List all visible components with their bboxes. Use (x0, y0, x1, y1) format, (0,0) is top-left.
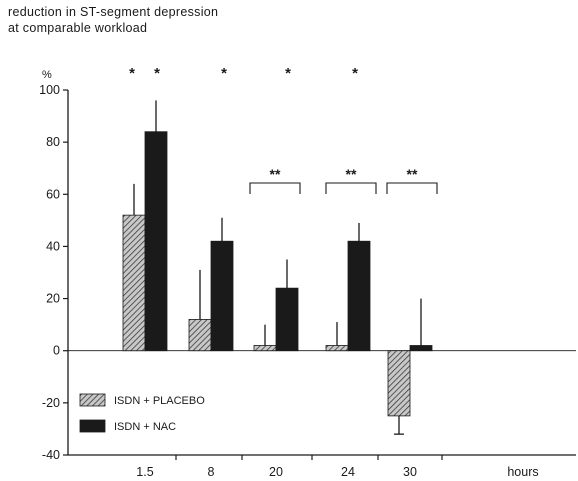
significance-star: * (221, 65, 227, 82)
bar (387, 350, 411, 417)
x-axis-label: hours (507, 465, 538, 479)
bar (144, 131, 168, 352)
bar (210, 240, 234, 352)
axes: -40 -20 0 20 40 60 80 100% 1.5 8 20 24 30 hours (39, 69, 576, 479)
y-tick-label: 40 (46, 239, 60, 253)
x-tick-label: 20 (269, 465, 283, 479)
y-tick-label: 100 (39, 83, 60, 97)
bar (188, 319, 212, 352)
chart-title-line-2: at comparable workload (8, 21, 148, 35)
legend: ISDN + PLACEBO ISDN + NAC (79, 393, 205, 433)
significance-double-star: ** (407, 166, 418, 182)
y-tick-label: -40 (42, 448, 60, 462)
bar (409, 345, 433, 352)
bar (347, 240, 371, 352)
legend-swatch (79, 393, 106, 407)
chart-title-line-1: reduction in ST-segment depression (8, 5, 219, 19)
significance-star: * (285, 65, 291, 82)
bar (275, 287, 299, 352)
y-tick-label: 60 (46, 187, 60, 201)
significance-double-star: ** (270, 166, 281, 182)
significance-annotations: * * * * *** ** ** (129, 65, 438, 194)
y-tick-label: 80 (46, 135, 60, 149)
legend-swatch (79, 419, 106, 433)
significance-star: * (129, 65, 135, 82)
significance-bracket (249, 182, 301, 194)
y-axis-label: % (42, 69, 52, 81)
significance-double-star: ** (346, 166, 357, 182)
y-tick-label: 0 (53, 344, 60, 358)
significance-bracket (325, 182, 377, 194)
x-tick-label: 24 (341, 465, 355, 479)
bar (122, 214, 146, 352)
significance-star: * (154, 65, 160, 82)
x-tick-label: 8 (208, 465, 215, 479)
y-tick-label: -20 (42, 396, 60, 410)
chart-marks (122, 100, 433, 435)
bar (253, 345, 277, 352)
bar (325, 345, 349, 352)
significance-star: * (352, 65, 358, 82)
chart-title: reduction in ST-segment depression at co… (8, 4, 218, 36)
legend-label: ISDN + PLACEBO (114, 395, 205, 407)
x-tick-label: 30 (403, 465, 417, 479)
y-tick-label: 20 (46, 292, 60, 306)
legend-label: ISDN + NAC (114, 421, 176, 433)
x-tick-label: 1.5 (136, 465, 153, 479)
significance-bracket (386, 182, 438, 194)
